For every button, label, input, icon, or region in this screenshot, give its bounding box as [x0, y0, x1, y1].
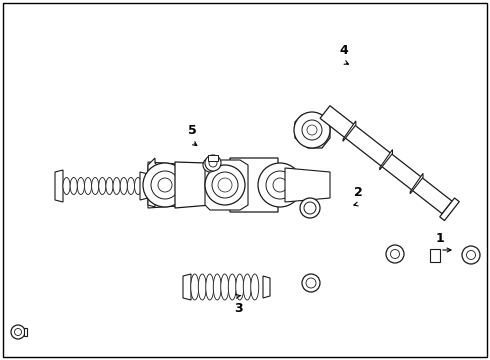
Circle shape — [391, 249, 399, 258]
Text: 2: 2 — [354, 185, 363, 198]
Polygon shape — [285, 168, 330, 202]
Text: 1: 1 — [436, 231, 444, 244]
Polygon shape — [24, 328, 27, 336]
Circle shape — [258, 163, 302, 207]
Circle shape — [462, 246, 480, 264]
Circle shape — [300, 198, 320, 218]
Ellipse shape — [142, 177, 149, 194]
Circle shape — [307, 125, 317, 135]
Polygon shape — [55, 170, 63, 202]
Polygon shape — [183, 274, 191, 300]
Circle shape — [205, 155, 221, 171]
Polygon shape — [140, 172, 148, 200]
Ellipse shape — [113, 177, 120, 194]
Ellipse shape — [84, 177, 92, 194]
Ellipse shape — [99, 177, 106, 194]
Polygon shape — [380, 149, 392, 170]
Ellipse shape — [251, 274, 259, 300]
Ellipse shape — [63, 177, 70, 194]
Polygon shape — [175, 162, 270, 208]
Circle shape — [302, 120, 322, 140]
Circle shape — [466, 251, 475, 260]
Ellipse shape — [236, 274, 244, 300]
Circle shape — [218, 178, 232, 192]
Ellipse shape — [106, 177, 113, 194]
Circle shape — [151, 171, 179, 199]
Circle shape — [294, 112, 330, 148]
Ellipse shape — [243, 274, 251, 300]
Circle shape — [11, 325, 25, 339]
Polygon shape — [263, 276, 270, 298]
Polygon shape — [148, 158, 160, 207]
Circle shape — [266, 171, 294, 199]
Ellipse shape — [92, 177, 99, 194]
Polygon shape — [205, 160, 248, 210]
Ellipse shape — [120, 177, 127, 194]
Ellipse shape — [198, 274, 206, 300]
Circle shape — [15, 328, 22, 336]
Ellipse shape — [213, 274, 221, 300]
Polygon shape — [208, 155, 218, 161]
Polygon shape — [440, 198, 459, 221]
Ellipse shape — [134, 177, 142, 194]
Ellipse shape — [221, 274, 229, 300]
Circle shape — [203, 158, 217, 172]
Circle shape — [273, 178, 287, 192]
Circle shape — [158, 178, 172, 192]
Circle shape — [306, 278, 316, 288]
Polygon shape — [343, 121, 356, 141]
Circle shape — [206, 161, 214, 169]
Circle shape — [143, 163, 187, 207]
Ellipse shape — [127, 177, 134, 194]
Circle shape — [205, 165, 245, 205]
Polygon shape — [148, 162, 178, 208]
Circle shape — [386, 245, 404, 263]
Circle shape — [209, 159, 217, 167]
Ellipse shape — [206, 274, 214, 300]
Circle shape — [302, 274, 320, 292]
Polygon shape — [3, 3, 487, 357]
Polygon shape — [295, 115, 330, 148]
Ellipse shape — [191, 274, 199, 300]
Polygon shape — [230, 158, 285, 212]
Ellipse shape — [228, 274, 236, 300]
Polygon shape — [430, 249, 440, 262]
Text: 3: 3 — [234, 302, 243, 315]
Text: 5: 5 — [188, 123, 196, 136]
Circle shape — [304, 202, 316, 214]
Ellipse shape — [77, 177, 84, 194]
Polygon shape — [410, 174, 423, 194]
Circle shape — [212, 172, 238, 198]
Text: 4: 4 — [340, 44, 348, 57]
Ellipse shape — [70, 177, 77, 194]
Polygon shape — [320, 106, 452, 214]
